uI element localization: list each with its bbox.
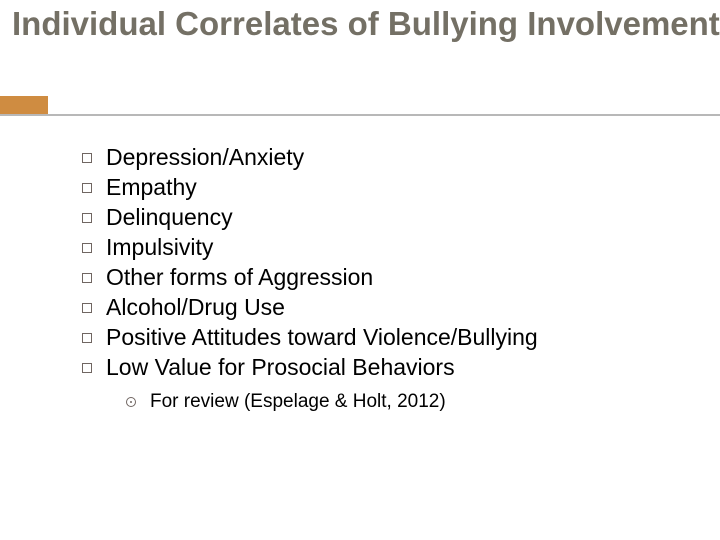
list-item: Positive Attitudes toward Violence/Bully… bbox=[82, 324, 538, 351]
list-item: Alcohol/Drug Use bbox=[82, 294, 538, 321]
list-item-label: Impulsivity bbox=[106, 234, 213, 261]
list-item: Empathy bbox=[82, 174, 538, 201]
square-bullet-icon bbox=[82, 183, 92, 193]
list-item: Low Value for Prosocial Behaviors bbox=[82, 354, 538, 381]
list-item: Depression/Anxiety bbox=[82, 144, 538, 171]
list-item-label: Empathy bbox=[106, 174, 197, 201]
sub-list-item: For review (Espelage & Holt, 2012) bbox=[126, 391, 538, 413]
list-item-label: Delinquency bbox=[106, 204, 233, 231]
divider-line bbox=[0, 114, 720, 116]
square-bullet-icon bbox=[82, 333, 92, 343]
square-bullet-icon bbox=[82, 363, 92, 373]
page-title: Individual Correlates of Bullying Involv… bbox=[12, 6, 720, 43]
list-item: Other forms of Aggression bbox=[82, 264, 538, 291]
list-item: Impulsivity bbox=[82, 234, 538, 261]
square-bullet-icon bbox=[82, 303, 92, 313]
list-item-label: Low Value for Prosocial Behaviors bbox=[106, 354, 455, 381]
square-bullet-icon bbox=[82, 273, 92, 283]
bullet-list: Depression/Anxiety Empathy Delinquency Impu… bbox=[82, 144, 538, 413]
square-bullet-icon bbox=[82, 243, 92, 253]
circle-bullet-icon bbox=[126, 397, 136, 407]
list-item-label: Other forms of Aggression bbox=[106, 264, 373, 291]
accent-bar bbox=[0, 96, 48, 114]
square-bullet-icon bbox=[82, 213, 92, 223]
sub-list-item-label: For review (Espelage & Holt, 2012) bbox=[150, 391, 446, 413]
list-item-label: Depression/Anxiety bbox=[106, 144, 304, 171]
list-item-label: Alcohol/Drug Use bbox=[106, 294, 285, 321]
list-item: Delinquency bbox=[82, 204, 538, 231]
slide: Individual Correlates of Bullying Involv… bbox=[0, 0, 720, 540]
square-bullet-icon bbox=[82, 153, 92, 163]
list-item-label: Positive Attitudes toward Violence/Bully… bbox=[106, 324, 538, 351]
